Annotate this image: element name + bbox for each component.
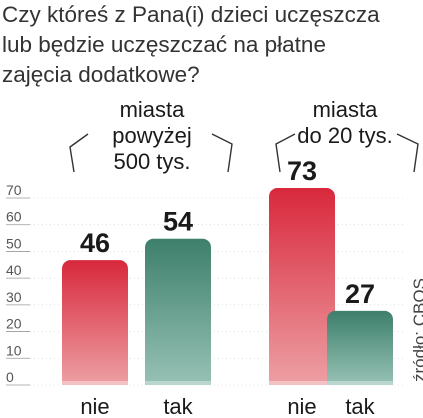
group-label-small-towns: miasta do 20 tys. xyxy=(280,97,410,149)
bracket-right-group-1 xyxy=(211,133,233,173)
y-tick-label: 30 xyxy=(6,289,22,305)
chart-question-title: Czy któreś z Pana(i) dzieci uczęszcza lu… xyxy=(2,0,422,90)
group-label-large-cities: miasta powyżej 500 tys. xyxy=(92,97,212,175)
bracket-left-group-1 xyxy=(69,133,89,173)
category-label: nie xyxy=(80,394,109,418)
question-line-2: lub będzie uczęszczać na płatne xyxy=(2,32,326,57)
y-tick-label: 60 xyxy=(6,209,22,225)
question-line-3: zajęcia dodatkowe? xyxy=(2,62,200,87)
category-label: tak xyxy=(163,394,193,418)
bars xyxy=(62,187,393,385)
category-label: nie xyxy=(287,394,316,418)
bracket-right-group-2 xyxy=(396,133,419,173)
source-label: źródło: CBOS xyxy=(410,278,423,382)
group-label-small-towns-line-1: miasta xyxy=(312,97,378,122)
group-label-large-cities-line-3: 500 tys. xyxy=(113,149,191,174)
y-tick-label: 70 xyxy=(6,182,22,198)
y-tick-label: 20 xyxy=(6,316,22,332)
bar-base xyxy=(327,381,393,385)
bar-value-label: 46 xyxy=(80,228,110,258)
y-tick-label: 50 xyxy=(6,235,22,251)
category-labels: nie tak nie tak xyxy=(80,394,375,418)
group-label-small-towns-line-2: do 20 tys. xyxy=(297,123,393,148)
group-label-large-cities-line-1: miasta xyxy=(119,97,185,122)
bar-base xyxy=(62,381,128,385)
bar xyxy=(327,310,393,385)
value-labels: 46 54 73 27 xyxy=(80,156,375,309)
bar-value-label: 54 xyxy=(163,207,193,237)
bar xyxy=(145,238,211,385)
y-tick-label: 10 xyxy=(6,342,22,358)
question-line-1: Czy któreś z Pana(i) dzieci uczęszcza xyxy=(2,2,380,27)
bar-base xyxy=(145,381,211,385)
group-label-large-cities-line-2: powyżej xyxy=(112,123,192,148)
group-brackets xyxy=(69,133,419,173)
bar-value-label: 73 xyxy=(287,156,317,186)
y-tick-label: 40 xyxy=(6,262,22,278)
bar-value-label: 27 xyxy=(345,279,375,309)
y-tick-label: 0 xyxy=(6,369,14,385)
bar-base xyxy=(269,381,335,385)
category-label: tak xyxy=(345,394,375,418)
bar xyxy=(62,260,128,385)
bar xyxy=(269,187,335,385)
bracket-left-group-2 xyxy=(275,133,296,173)
